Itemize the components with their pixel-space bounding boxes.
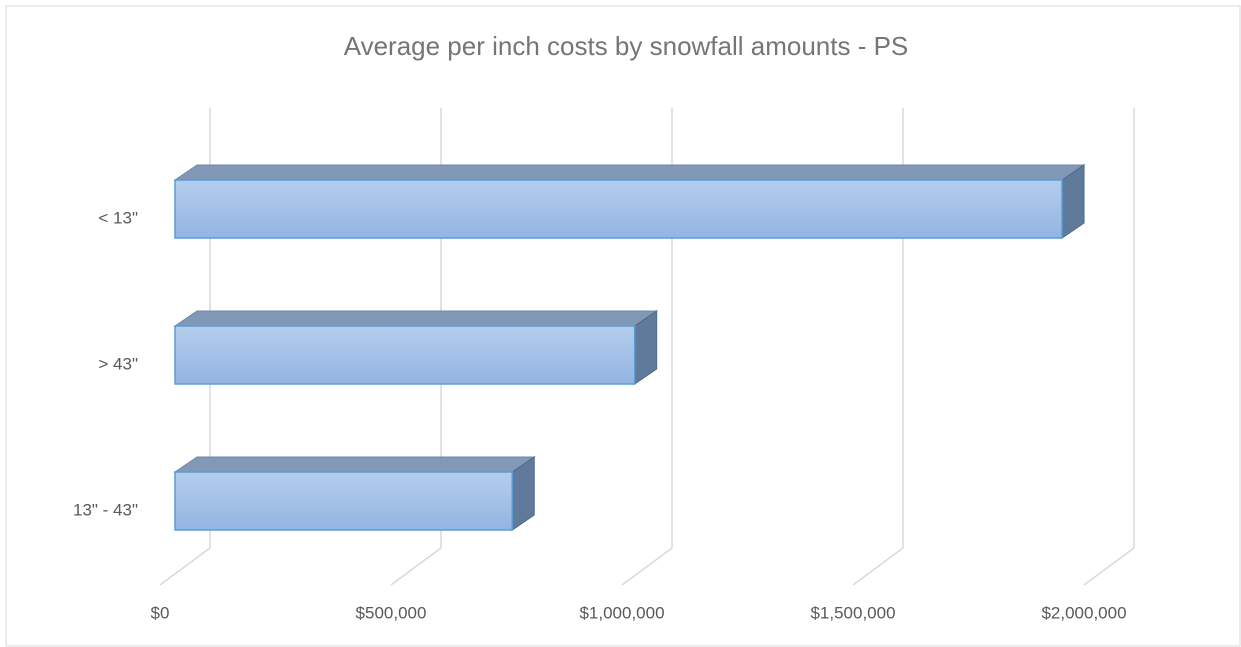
x-tick-label: $2,000,000: [1041, 603, 1126, 622]
floor-line: [852, 547, 904, 586]
y-tick-label: < 13": [98, 208, 138, 227]
x-tick-label: $1,000,000: [579, 603, 664, 622]
bar-top: [173, 310, 659, 327]
x-tick-label: $500,000: [356, 603, 427, 622]
floor-line: [621, 547, 673, 586]
x-tick-label: $0: [151, 603, 170, 622]
bar: [174, 325, 636, 385]
floor-line: [159, 547, 211, 586]
bar-top: [173, 456, 536, 473]
floor-line: [390, 547, 442, 586]
bar: [174, 471, 514, 531]
floor-line: [1083, 547, 1135, 586]
y-tick-label: 13" - 43": [73, 500, 138, 519]
y-tick-label: > 43": [98, 354, 138, 373]
bar: [174, 179, 1063, 239]
x-tick-label: $1,500,000: [810, 603, 895, 622]
bar-top: [173, 164, 1086, 181]
chart-title: Average per inch costs by snowfall amoun…: [344, 31, 909, 61]
